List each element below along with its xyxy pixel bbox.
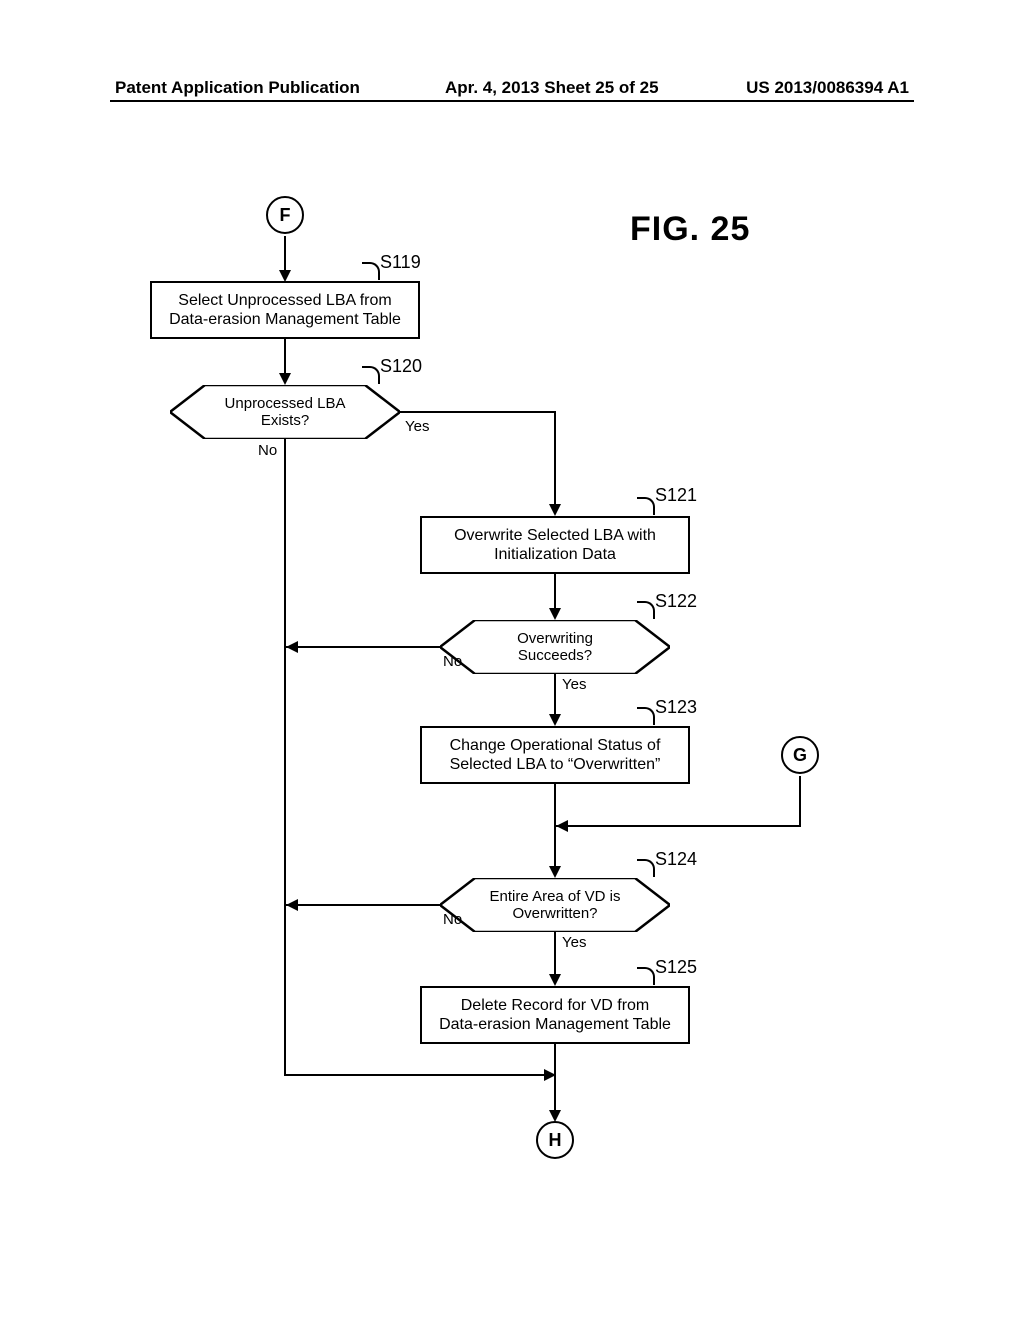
decision-s122: Overwriting Succeeds? (440, 620, 670, 674)
step-label-s125: S125 (655, 957, 697, 978)
connector-end: H (536, 1121, 574, 1159)
arrowhead-icon (556, 820, 568, 832)
label-hook (362, 262, 380, 280)
decision-text: Entire Area of VD is Overwritten? (490, 888, 621, 923)
label-hook (637, 497, 655, 515)
branch-no-s124: No (443, 911, 462, 928)
arrowhead-icon (279, 373, 291, 385)
branch-yes-s122: Yes (562, 676, 586, 693)
arrowhead-icon (549, 974, 561, 986)
arrowhead-icon (549, 866, 561, 878)
patent-figure-page: Patent Application Publication Apr. 4, 2… (0, 0, 1024, 1320)
step-label-s121: S121 (655, 485, 697, 506)
step-label-s120: S120 (380, 356, 422, 377)
process-s125: Delete Record for VD from Data-erasion M… (420, 986, 690, 1044)
step-label-s123: S123 (655, 697, 697, 718)
header-center: Apr. 4, 2013 Sheet 25 of 25 (445, 78, 659, 98)
flow-line (554, 411, 557, 513)
branch-no-s122: No (443, 653, 462, 670)
label-hook (362, 366, 380, 384)
process-s123: Change Operational Status of Selected LB… (420, 726, 690, 784)
header-right: US 2013/0086394 A1 (746, 78, 909, 98)
step-label-s119: S119 (380, 252, 421, 273)
label-hook (637, 967, 655, 985)
step-label-s124: S124 (655, 849, 697, 870)
label-hook (637, 859, 655, 877)
flow-line (400, 411, 555, 414)
label-hook (637, 707, 655, 725)
branch-yes-s120: Yes (405, 418, 429, 435)
connector-start: F (266, 196, 304, 234)
arrowhead-icon (549, 504, 561, 516)
label-hook (637, 601, 655, 619)
flow-line (286, 904, 440, 907)
flow-line (799, 776, 802, 826)
connector-side-in: G (781, 736, 819, 774)
flow-line (554, 784, 557, 874)
step-label-s122: S122 (655, 591, 697, 612)
decision-text: Overwriting Succeeds? (517, 630, 593, 665)
arrowhead-icon (549, 608, 561, 620)
branch-yes-s124: Yes (562, 934, 586, 951)
decision-s124: Entire Area of VD is Overwritten? (440, 878, 670, 932)
header-rule (110, 100, 914, 102)
arrowhead-icon (549, 714, 561, 726)
figure-title: FIG. 25 (630, 210, 750, 249)
branch-no-s120: No (258, 442, 277, 459)
arrowhead-icon (286, 641, 298, 653)
process-s121: Overwrite Selected LBA with Initializati… (420, 516, 690, 574)
header-left: Patent Application Publication (115, 78, 360, 98)
decision-text: Unprocessed LBA Exists? (225, 395, 346, 430)
process-s119: Select Unprocessed LBA from Data-erasion… (150, 281, 420, 339)
flow-line (556, 825, 801, 828)
flow-line (284, 1074, 556, 1077)
decision-s120: Unprocessed LBA Exists? (170, 385, 400, 439)
flow-line (284, 439, 287, 1076)
arrowhead-icon (286, 899, 298, 911)
flow-line (286, 646, 440, 649)
